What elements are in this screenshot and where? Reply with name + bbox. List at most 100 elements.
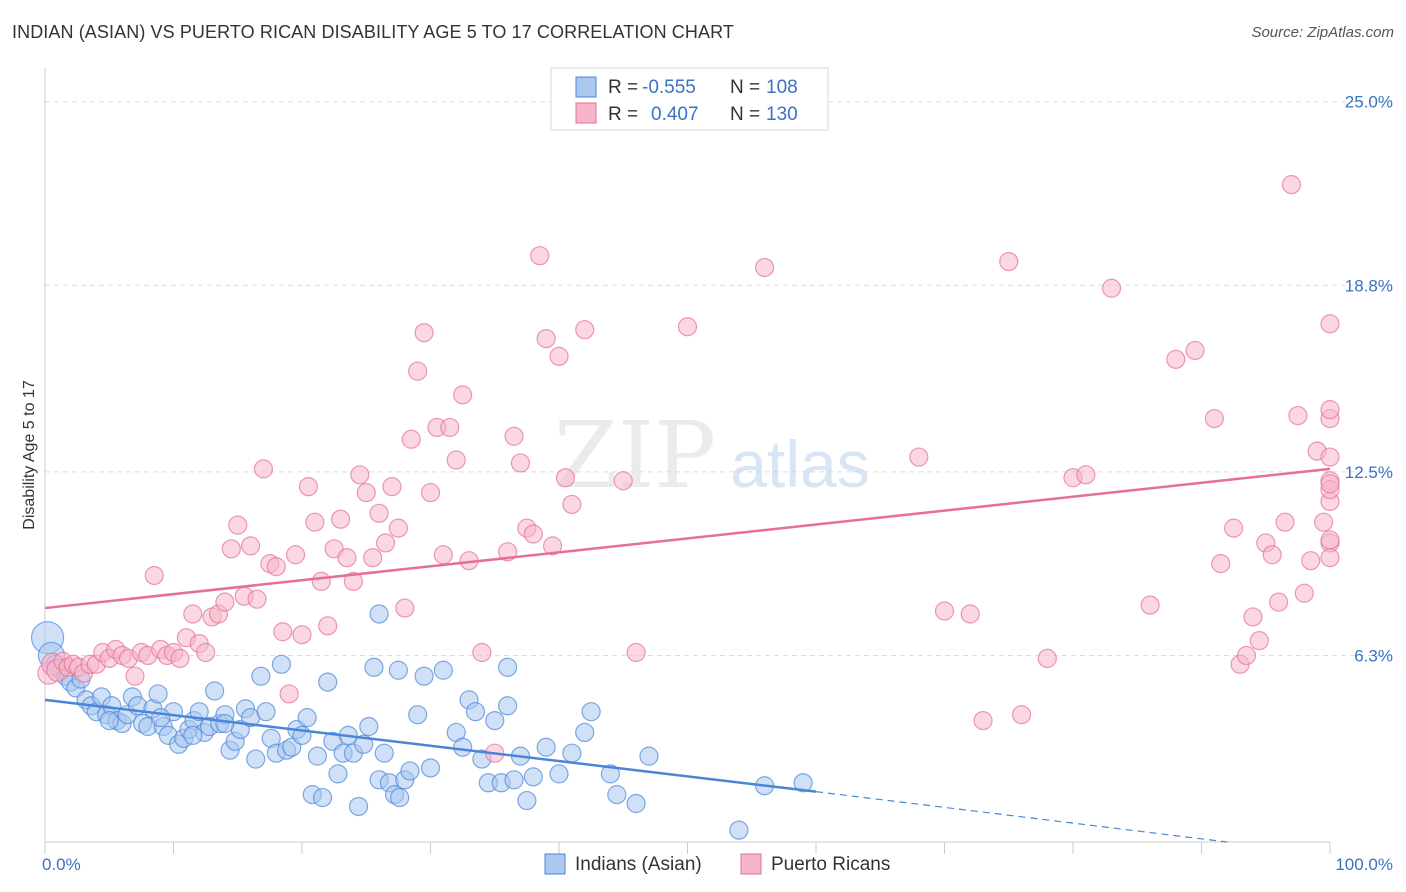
point-1-126: [1320, 314, 1340, 334]
point-0-63: [359, 716, 379, 737]
point-0-42: [251, 666, 271, 686]
point-1-38: [273, 622, 293, 642]
point-1-34: [247, 589, 267, 609]
point-1-78: [549, 346, 569, 366]
point-0-96: [626, 793, 646, 814]
x-tick-labels: 0.0% 100.0%: [42, 855, 1393, 874]
point-1-113: [1301, 551, 1321, 571]
point-1-83: [626, 642, 646, 663]
point-0-87: [517, 790, 537, 811]
point-1-87: [934, 601, 955, 621]
point-0-77: [453, 737, 473, 757]
point-1-85: [754, 257, 775, 278]
trend-extension-0: [815, 791, 1228, 843]
point-0-54: [312, 787, 333, 808]
point-1-77: [542, 536, 563, 556]
point-0-71: [400, 761, 420, 781]
trend-line-1: [44, 467, 1331, 610]
point-1-53: [369, 503, 389, 523]
point-1-111: [1288, 405, 1308, 426]
series-puerto-ricans: [37, 175, 1340, 763]
trend-line-0: [44, 698, 817, 793]
legend-n-value-2: 130: [766, 104, 798, 125]
bottom-legend: Indians (Asian) Puerto Ricans: [544, 853, 890, 875]
point-0-46: [271, 654, 292, 674]
point-1-24: [183, 604, 203, 624]
point-1-59: [408, 361, 428, 381]
point-0-90: [549, 764, 569, 784]
point-1-72: [510, 453, 531, 473]
point-0-57: [328, 764, 348, 784]
point-1-122: [1320, 530, 1340, 550]
legend-r-label-2: R =: [608, 104, 638, 125]
point-1-110: [1281, 175, 1302, 195]
point-0-102: [388, 660, 408, 680]
axes: [44, 68, 1331, 854]
point-0-55: [318, 672, 338, 692]
legend-box: R = -0.555 N = 108 R = 0.407 N = 130: [550, 67, 829, 131]
point-1-52: [363, 548, 383, 568]
point-1-125: [1320, 474, 1340, 494]
point-1-37: [266, 557, 286, 577]
point-1-43: [305, 512, 325, 532]
x-tick-label-1: 100.0%: [1335, 855, 1393, 874]
point-0-89: [536, 737, 556, 757]
point-1-95: [1101, 278, 1122, 298]
point-0-85: [504, 770, 524, 790]
point-1-57: [395, 598, 415, 618]
point-1-100: [1211, 554, 1231, 574]
point-1-101: [1224, 518, 1244, 538]
point-1-61: [420, 482, 441, 503]
legend-swatch-indians: [575, 76, 597, 98]
point-1-80: [562, 494, 582, 515]
point-0-75: [433, 660, 453, 680]
point-0-91: [562, 743, 582, 763]
point-0-97: [639, 746, 659, 766]
point-0-22: [148, 684, 168, 704]
point-1-92: [1037, 648, 1057, 669]
point-1-107: [1262, 545, 1282, 565]
point-1-76: [536, 328, 556, 349]
point-0-106: [183, 725, 203, 745]
point-1-45: [318, 616, 338, 636]
legend-r-label-1: R =: [608, 77, 638, 98]
point-0-41: [246, 749, 266, 769]
point-0-43: [256, 702, 276, 722]
point-1-86: [909, 447, 929, 467]
bottom-legend-swatch-puerto-ricans: [740, 853, 762, 875]
point-1-50: [350, 465, 370, 485]
point-1-18: [144, 565, 164, 586]
point-1-75: [530, 246, 550, 266]
point-1-64: [440, 417, 460, 438]
y-tick-labels: 6.3% 12.5% 18.8% 25.0%: [1345, 93, 1393, 666]
point-0-95: [607, 785, 627, 805]
point-1-68: [472, 642, 492, 663]
point-1-39: [279, 684, 299, 704]
chart-title: INDIAN (ASIAN) VS PUERTO RICAN DISABILIT…: [12, 22, 734, 42]
point-1-55: [382, 477, 402, 497]
trend-lines: [44, 467, 1331, 843]
legend-r-value-1: -0.555: [642, 77, 696, 98]
point-0-53: [307, 746, 328, 766]
point-1-41: [292, 625, 312, 645]
point-1-15: [125, 666, 145, 686]
point-0-88: [523, 767, 543, 787]
point-1-98: [1185, 340, 1205, 361]
legend-n-value-1: 108: [766, 77, 798, 98]
point-0-103: [498, 657, 518, 677]
y-tick-label-1: 12.5%: [1345, 463, 1393, 482]
point-1-29: [215, 592, 235, 612]
bottom-legend-puerto-ricans: Puerto Ricans: [771, 854, 890, 875]
point-1-35: [253, 459, 274, 479]
point-0-73: [414, 666, 434, 686]
watermark-atlas: atlas: [730, 427, 869, 501]
point-1-96: [1140, 595, 1160, 615]
point-0-33: [205, 681, 225, 701]
point-1-81: [575, 320, 595, 340]
point-1-99: [1204, 408, 1224, 429]
point-1-118: [1320, 400, 1340, 420]
point-1-54: [375, 533, 396, 553]
point-1-103: [1236, 645, 1257, 666]
y-tick-label-0: 6.3%: [1354, 646, 1393, 665]
